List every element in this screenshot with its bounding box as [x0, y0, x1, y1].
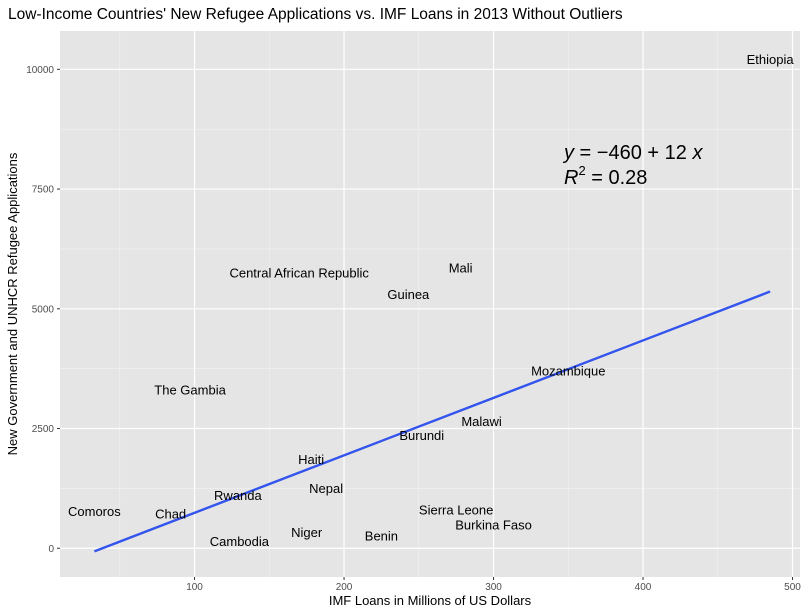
r-squared: R2 = 0.28: [564, 163, 647, 189]
point-label: Mozambique: [531, 364, 605, 379]
regression-line: [93, 290, 771, 553]
y-axis-title: New Government and UNHCR Refugee Applica…: [5, 152, 20, 455]
chart-title: Low-Income Countries' New Refugee Applic…: [8, 6, 623, 23]
point-label: Central African Republic: [229, 265, 369, 280]
gridlines: [60, 31, 800, 577]
point-label: Malawi: [461, 414, 502, 429]
y-tick-label: 7500: [32, 185, 55, 196]
plot-panel: [60, 31, 800, 577]
point-label: Ethiopia: [747, 52, 795, 67]
point-label: Nepal: [309, 481, 343, 496]
point-label: The Gambia: [154, 383, 226, 398]
regression-equation: y = −460 + 12 x: [562, 142, 703, 164]
x-tick-label: 300: [485, 582, 502, 593]
point-label: Niger: [291, 525, 323, 540]
point-labels: Ethiopia Mali Central African Republic Guin…: [68, 52, 794, 549]
y-tick-label: 2500: [32, 424, 55, 435]
r-superscript: 2: [578, 163, 585, 178]
point-label: Mali: [449, 261, 473, 276]
r-squared-value: = 0.28: [586, 167, 648, 189]
x-tick-label: 100: [186, 582, 203, 593]
r-symbol: R: [564, 167, 578, 189]
point-label: Chad: [155, 506, 186, 521]
x-tick-label: 500: [784, 582, 801, 593]
y-tick-label: 5000: [32, 304, 55, 315]
point-label: Sierra Leone: [419, 502, 493, 517]
x-tick-label: 400: [635, 582, 652, 593]
x-tick-label: 200: [336, 582, 353, 593]
point-label: Burundi: [399, 428, 444, 443]
point-label: Comoros: [68, 504, 121, 519]
equation-body: = −460 + 12: [574, 142, 692, 164]
y-tick-label: 10000: [26, 65, 54, 76]
point-label: Burkina Faso: [455, 517, 532, 532]
point-label: Haiti: [298, 452, 324, 467]
equation-y-symbol: y: [562, 142, 575, 164]
point-label: Rwanda: [214, 488, 262, 503]
point-label: Benin: [365, 528, 398, 543]
y-tick-label: 0: [48, 544, 54, 555]
equation-x-symbol: x: [691, 142, 703, 164]
x-axis-title: IMF Loans in Millions of US Dollars: [329, 593, 532, 608]
point-label: Guinea: [387, 287, 430, 302]
point-label: Cambodia: [210, 534, 270, 549]
